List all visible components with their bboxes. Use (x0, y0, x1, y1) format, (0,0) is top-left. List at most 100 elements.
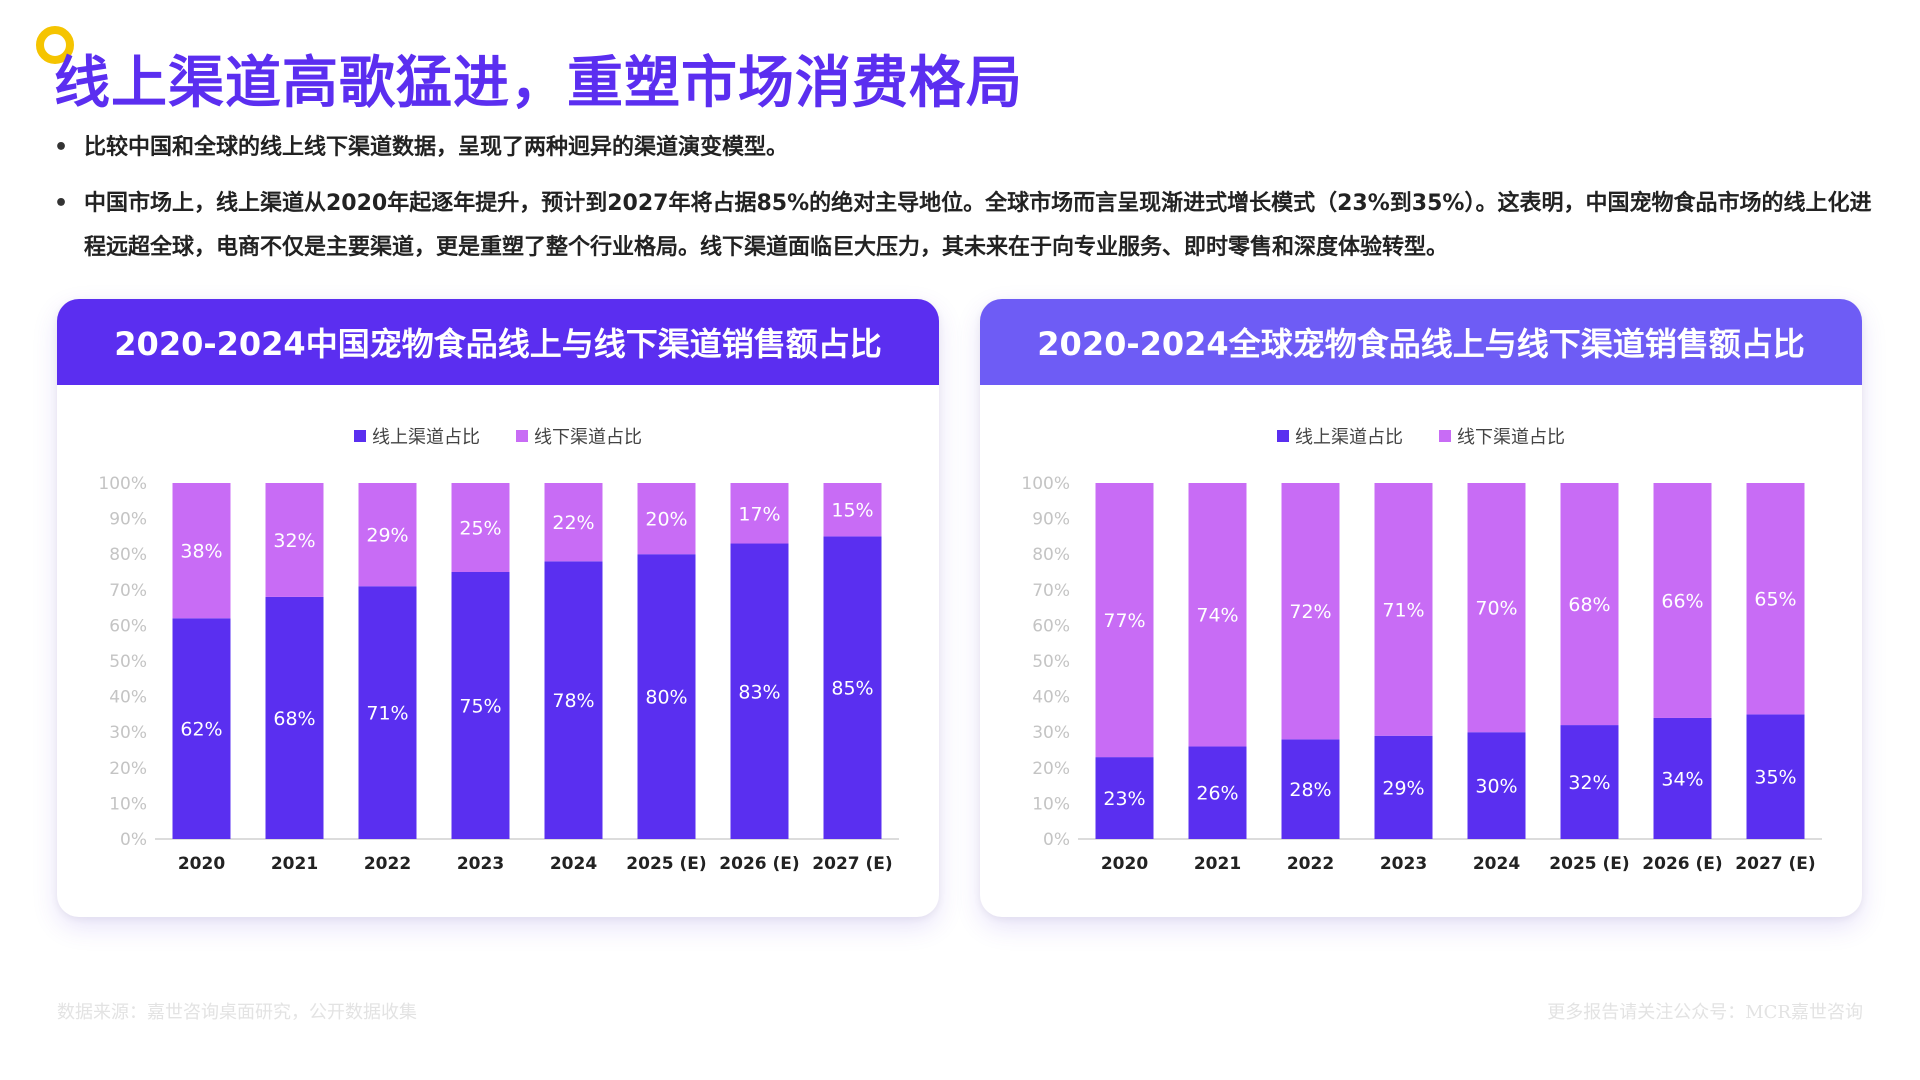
bar-offline (172, 483, 231, 619)
y-tick-label: 30% (1032, 723, 1070, 743)
bar-online (358, 586, 417, 839)
bar-online (1188, 746, 1247, 839)
legend-label-offline: 线下渠道占比 (1457, 427, 1565, 448)
bar-online (1467, 732, 1526, 839)
more-reports-note: 更多报告请关注公众号：MCR嘉世咨询 (1547, 1002, 1863, 1023)
data-source-note: 数据来源：嘉世咨询桌面研究，公开数据收集 (57, 1002, 417, 1023)
x-tick-label: 2024 (550, 854, 597, 874)
bar-offline (637, 483, 696, 555)
data-label-online: 80% (645, 687, 687, 709)
bar-offline (1188, 483, 1247, 747)
data-label-offline: 74% (1196, 605, 1238, 627)
bar-online (730, 543, 789, 839)
data-label-offline: 77% (1103, 610, 1145, 632)
y-tick-label: 70% (1032, 581, 1070, 601)
x-tick-label: 2025 (E) (626, 854, 706, 874)
y-tick-label: 30% (109, 723, 147, 743)
data-label-offline: 29% (366, 525, 408, 547)
x-tick-label: 2024 (1473, 854, 1520, 874)
data-label-offline: 72% (1289, 601, 1331, 623)
legend-label-online: 线上渠道占比 (372, 427, 480, 448)
legend-swatch-offline-icon (1439, 430, 1451, 442)
data-label-offline: 38% (180, 541, 222, 563)
bar-offline (265, 483, 324, 597)
y-tick-label: 50% (1032, 652, 1070, 672)
bar-online (1374, 735, 1433, 839)
data-label-online: 32% (1568, 772, 1610, 794)
bar-online (451, 572, 510, 839)
bar-online (637, 554, 696, 839)
data-label-online: 71% (366, 703, 408, 725)
legend-item-online: 线上渠道占比 (354, 423, 480, 449)
brand-logo-icon (36, 26, 74, 64)
y-tick-label: 40% (109, 688, 147, 708)
y-tick-label: 20% (109, 759, 147, 779)
y-tick-label: 40% (1032, 688, 1070, 708)
bar-offline (544, 483, 603, 562)
data-label-offline: 32% (273, 530, 315, 552)
legend-swatch-online-icon (1277, 430, 1289, 442)
x-tick-label: 2026 (E) (1642, 854, 1722, 874)
x-tick-label: 2027 (E) (812, 854, 892, 874)
page-title: 线上渠道高歌猛进，重塑市场消费格局 (54, 51, 1023, 116)
global-chart-card: 2020-2024全球宠物食品线上与线下渠道销售额占比 线上渠道占比 线下渠道占… (980, 299, 1862, 917)
x-tick-label: 2026 (E) (719, 854, 799, 874)
data-label-offline: 66% (1661, 590, 1703, 612)
bar-offline (1560, 483, 1619, 726)
bar-offline (451, 483, 510, 572)
y-tick-label: 50% (109, 652, 147, 672)
bar-offline (1746, 483, 1805, 715)
data-label-offline: 65% (1754, 589, 1796, 611)
bar-offline (1095, 483, 1154, 758)
x-tick-label: 2022 (1287, 854, 1334, 874)
global-chart-title: 2020-2024全球宠物食品线上与线下渠道销售额占比 (980, 299, 1862, 385)
y-tick-label: 60% (109, 616, 147, 636)
y-tick-label: 80% (109, 545, 147, 565)
data-label-offline: 70% (1475, 598, 1517, 620)
y-tick-label: 90% (1032, 510, 1070, 530)
summary-bullets: 比较中国和全球的线上线下渠道数据，呈现了两种迥异的渠道演变模型。 中国市场上，线… (54, 126, 1874, 282)
y-tick-label: 80% (1032, 545, 1070, 565)
bar-online (1095, 757, 1154, 839)
bar-online (823, 536, 882, 839)
data-label-offline: 25% (459, 518, 501, 540)
bar-online (544, 561, 603, 839)
data-label-online: 83% (738, 681, 780, 703)
china-chart-card: 2020-2024中国宠物食品线上与线下渠道销售额占比 线上渠道占比 线下渠道占… (57, 299, 939, 917)
legend-label-offline: 线下渠道占比 (534, 427, 642, 448)
bar-online (1560, 725, 1619, 839)
bar-online (265, 596, 324, 839)
bar-offline (358, 483, 417, 587)
global-chart-legend: 线上渠道占比 线下渠道占比 (980, 423, 1862, 449)
x-tick-label: 2020 (1101, 854, 1148, 874)
china-chart-title: 2020-2024中国宠物食品线上与线下渠道销售额占比 (57, 299, 939, 385)
data-label-online: 30% (1475, 776, 1517, 798)
data-label-offline: 71% (1382, 599, 1424, 621)
data-label-online: 34% (1661, 768, 1703, 790)
y-tick-label: 70% (109, 581, 147, 601)
legend-label-online: 线上渠道占比 (1295, 427, 1403, 448)
y-tick-label: 10% (1032, 794, 1070, 814)
china-chart-legend: 线上渠道占比 线下渠道占比 (57, 423, 939, 449)
x-tick-label: 2022 (364, 854, 411, 874)
data-label-online: 35% (1754, 767, 1796, 789)
bar-offline (1467, 483, 1526, 733)
legend-item-online: 线上渠道占比 (1277, 423, 1403, 449)
x-tick-label: 2023 (1380, 854, 1427, 874)
data-label-offline: 17% (738, 503, 780, 525)
y-tick-label: 60% (1032, 616, 1070, 636)
y-tick-label: 10% (109, 794, 147, 814)
y-tick-label: 0% (120, 830, 147, 850)
bar-offline (730, 483, 789, 544)
data-label-online: 29% (1382, 777, 1424, 799)
bar-offline (1281, 483, 1340, 740)
china-stacked-bar-chart: 0% 10% 20% 30% 40% 50% 60% 70% 80% 90% 100% 62% 38% 2… (98, 474, 899, 874)
y-tick-label: 100% (98, 474, 147, 494)
global-stacked-bar-chart: 0% 10% 20% 30% 40% 50% 60% 70% 80% 90% 100% 23% 77% 2… (1021, 474, 1822, 874)
data-label-online: 23% (1103, 788, 1145, 810)
y-tick-label: 100% (1021, 474, 1070, 494)
data-label-offline: 15% (831, 500, 873, 522)
data-label-offline: 68% (1568, 594, 1610, 616)
legend-item-offline: 线下渠道占比 (516, 423, 642, 449)
legend-swatch-offline-icon (516, 430, 528, 442)
